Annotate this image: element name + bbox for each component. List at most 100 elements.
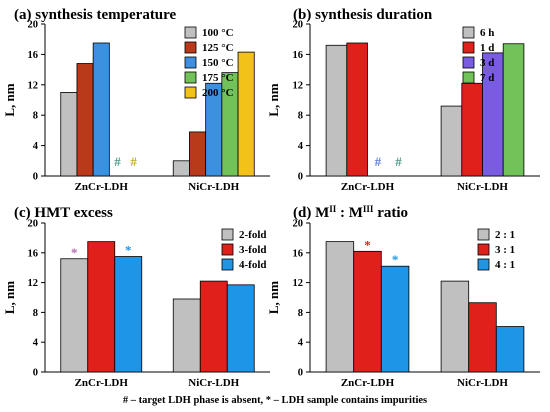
- bar-zncr-ldh-2: [87, 241, 116, 373]
- bar-zncr-ldh-2: [346, 42, 368, 177]
- chart-title: (b) synthesis duration: [293, 7, 433, 23]
- y-tick-label: 0: [33, 172, 38, 183]
- bar-nicr-ldh-1: [440, 105, 463, 177]
- legend-swatch: [221, 228, 234, 241]
- y-tick-label: 12: [293, 80, 304, 91]
- legend-swatch: [462, 56, 475, 69]
- impurity-marker: *: [71, 245, 78, 260]
- bar-zncr-ldh-1: [60, 92, 78, 177]
- absent-phase-marker: #: [395, 154, 402, 169]
- y-tick-label: 4: [33, 141, 39, 152]
- legend-swatch: [477, 228, 490, 241]
- legend-label: 2-fold: [239, 229, 267, 241]
- x-category-label: NiCr-LDH: [457, 181, 508, 193]
- impurity-marker: *: [364, 237, 371, 252]
- chart-title: (c) HMT excess: [14, 205, 113, 221]
- y-tick-label: 16: [293, 50, 304, 61]
- legend-label: 3-fold: [239, 244, 267, 256]
- impurity-marker: *: [125, 243, 132, 258]
- bar-nicr-ldh-1: [440, 280, 470, 373]
- absent-phase-marker: #: [130, 154, 137, 169]
- legend-label: 2 : 1: [495, 229, 515, 241]
- y-tick-label: 16: [28, 248, 39, 259]
- legend-swatch: [462, 26, 475, 39]
- y-axis-label: L, nm: [266, 281, 281, 314]
- bar-zncr-ldh-1: [60, 258, 89, 373]
- bar-nicr-ldh-4: [502, 43, 525, 177]
- y-tick-label: 8: [33, 111, 38, 122]
- y-tick-label: 16: [293, 248, 304, 259]
- legend-swatch: [184, 56, 197, 69]
- legend-label: 3 d: [480, 57, 494, 69]
- bar-nicr-ldh-2: [461, 82, 483, 177]
- bar-zncr-ldh-1: [325, 44, 348, 177]
- legend-label: 7 d: [480, 72, 494, 84]
- legend-label: 4 : 1: [495, 259, 515, 271]
- y-tick-label: 20: [28, 219, 39, 230]
- bar-zncr-ldh-3: [92, 42, 110, 177]
- y-tick-label: 20: [293, 20, 304, 31]
- bar-nicr-ldh-3: [495, 326, 525, 373]
- x-category-label: NiCr-LDH: [188, 377, 239, 389]
- legend-swatch: [184, 26, 197, 39]
- chart-title: (a) synthesis temperature: [14, 7, 177, 23]
- legend-swatch: [477, 243, 490, 256]
- y-tick-label: 12: [28, 80, 39, 91]
- bar-nicr-ldh-2: [199, 280, 228, 373]
- y-tick-label: 8: [33, 308, 38, 319]
- legend-label: 6 h: [480, 27, 494, 39]
- y-axis-label: L, nm: [266, 83, 281, 116]
- chart-title: (d) MII : MIII ratio: [293, 204, 408, 221]
- y-tick-label: 0: [298, 172, 303, 183]
- y-tick-label: 20: [28, 20, 39, 31]
- y-tick-label: 8: [298, 308, 303, 319]
- legend-swatch: [184, 41, 197, 54]
- y-axis-label: L, nm: [2, 281, 17, 314]
- absent-phase-marker: #: [114, 154, 121, 169]
- y-tick-label: 20: [293, 219, 304, 230]
- bar-nicr-ldh-1: [172, 160, 190, 177]
- x-category-label: NiCr-LDH: [457, 377, 508, 389]
- legend-label: 150 °C: [202, 57, 234, 69]
- legend-swatch: [221, 243, 234, 256]
- y-tick-label: 0: [298, 368, 303, 379]
- y-tick-label: 0: [33, 368, 38, 379]
- legend-swatch: [477, 258, 490, 271]
- y-tick-label: 12: [293, 278, 304, 289]
- bar-zncr-ldh-3: [380, 265, 410, 373]
- bar-nicr-ldh-1: [172, 298, 201, 373]
- bar-zncr-ldh-2: [76, 63, 94, 177]
- legend-label: 175 °C: [202, 72, 234, 84]
- absent-phase-marker: #: [375, 154, 382, 169]
- y-tick-label: 12: [28, 278, 39, 289]
- chart-panel-2: (b) synthesis duration L, nm 0 4 8 12 16 20 ZnCr…: [266, 7, 540, 193]
- legend-label: 3 : 1: [495, 244, 515, 256]
- y-tick-label: 16: [28, 50, 39, 61]
- chart-panel-3: (c) HMT excess L, nm 0 4 8 12 16 20 ZnCr-LDH NiCr…: [2, 205, 270, 389]
- x-category-label: ZnCr-LDH: [341, 377, 395, 389]
- legend-swatch: [462, 41, 475, 54]
- legend-label: 4-fold: [239, 259, 267, 271]
- x-category-label: ZnCr-LDH: [341, 181, 395, 193]
- impurity-marker: *: [392, 252, 399, 267]
- legend-label: 200 °C: [202, 87, 234, 99]
- chart-panel-1: (a) synthesis temperature L, nm 0 4 8 12 16 20 Z…: [2, 7, 270, 193]
- legend-swatch: [184, 71, 197, 84]
- legend-swatch: [221, 258, 234, 271]
- legend-label: 1 d: [480, 42, 494, 54]
- x-category-label: NiCr-LDH: [188, 181, 239, 193]
- chart-panel-4: (d) MII : MIII ratio L, nm 0 4 8 12 16 20 ZnCr-L…: [266, 204, 540, 389]
- legend-label: 100 °C: [202, 27, 234, 39]
- y-tick-label: 4: [298, 338, 304, 349]
- bar-zncr-ldh-2: [353, 250, 382, 373]
- y-axis-label: L, nm: [2, 83, 17, 116]
- bar-zncr-ldh-3: [114, 256, 143, 373]
- y-tick-label: 4: [298, 141, 304, 152]
- x-category-label: ZnCr-LDH: [75, 181, 129, 193]
- x-category-label: ZnCr-LDH: [75, 377, 129, 389]
- y-tick-label: 8: [298, 111, 303, 122]
- legend-swatch: [184, 86, 197, 99]
- bar-nicr-ldh-3: [226, 284, 255, 373]
- footnote: # – target LDH phase is absent, * – LDH …: [122, 395, 428, 406]
